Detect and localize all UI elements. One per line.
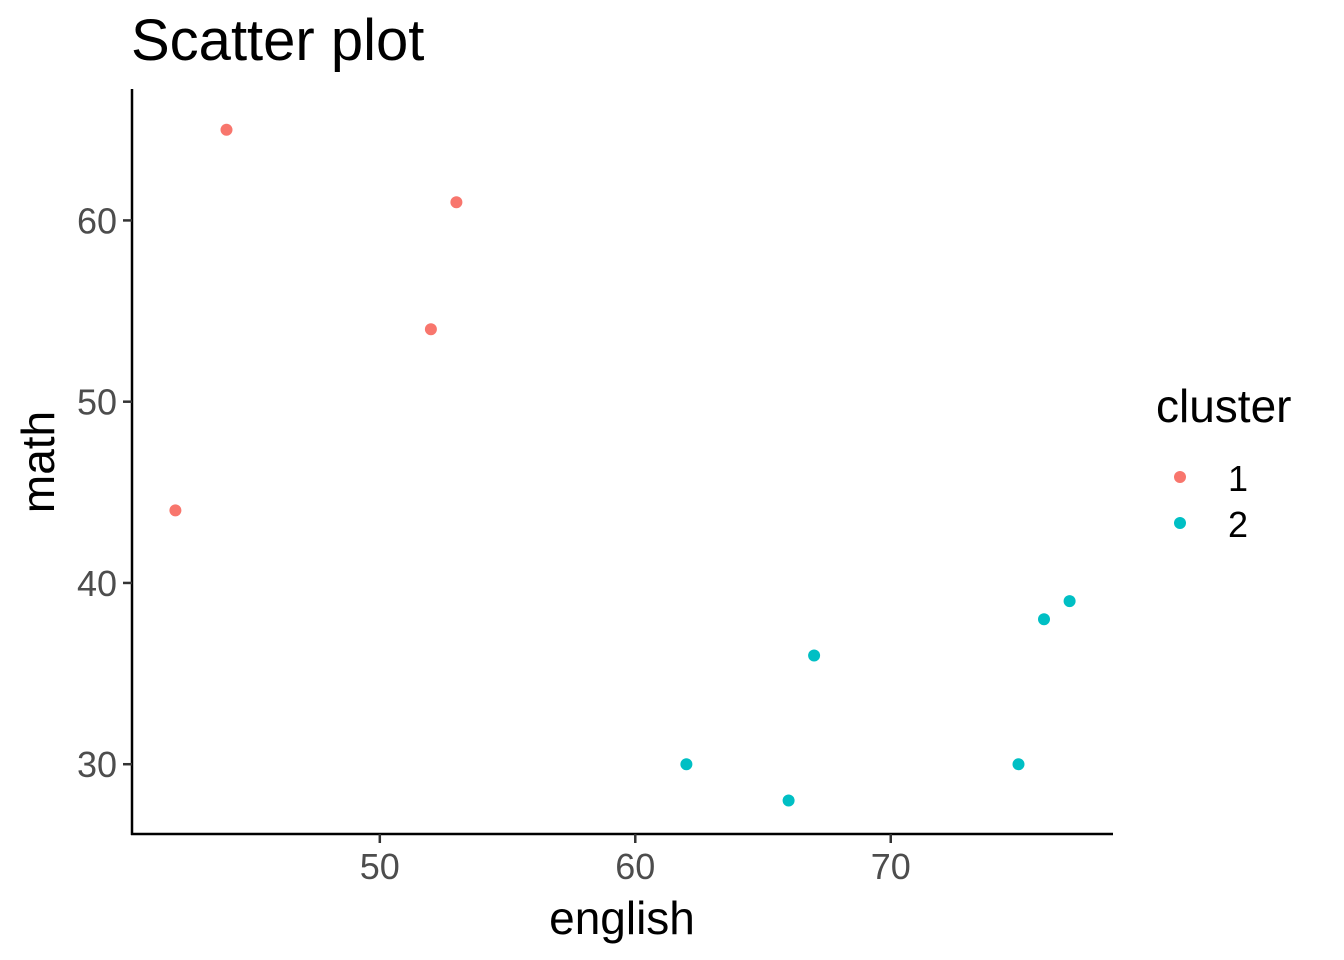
data-point-cluster-1-1 bbox=[220, 123, 233, 136]
legend-key-cluster-1 bbox=[1174, 471, 1186, 483]
plot-panel bbox=[130, 89, 1113, 836]
data-point-cluster-2-2 bbox=[808, 649, 821, 662]
legend-items: 12 bbox=[1174, 458, 1248, 545]
y-axis-title: math bbox=[12, 411, 64, 513]
y-axis-ticks: 30 40 50 60 bbox=[77, 200, 132, 785]
data-point-cluster-1-0 bbox=[169, 504, 182, 517]
data-point-cluster-1-2 bbox=[424, 323, 437, 336]
y-tick-label: 60 bbox=[77, 200, 117, 241]
data-point-cluster-1-3 bbox=[450, 196, 463, 209]
x-tick-label: 70 bbox=[871, 846, 911, 887]
data-point-cluster-2-0 bbox=[680, 758, 693, 771]
points-layer bbox=[169, 123, 1076, 807]
legend-label-cluster-2: 2 bbox=[1228, 504, 1248, 545]
x-axis-ticks: 50 60 70 bbox=[360, 834, 911, 887]
x-tick-label: 60 bbox=[615, 846, 655, 887]
y-tick-label: 50 bbox=[77, 382, 117, 423]
data-point-cluster-2-4 bbox=[1038, 613, 1050, 626]
chart-title: Scatter plot bbox=[131, 8, 424, 73]
x-axis-title: english bbox=[549, 892, 695, 944]
data-point-cluster-2-1 bbox=[782, 794, 795, 807]
legend-title: cluster bbox=[1156, 380, 1291, 432]
legend-key-cluster-2 bbox=[1174, 517, 1186, 529]
y-tick-label: 40 bbox=[77, 563, 117, 604]
legend: cluster 12 bbox=[1156, 380, 1291, 545]
data-point-cluster-2-5 bbox=[1063, 595, 1076, 608]
y-tick-label: 30 bbox=[77, 744, 117, 785]
data-point-cluster-2-3 bbox=[1012, 758, 1025, 771]
x-tick-label: 50 bbox=[360, 846, 400, 887]
legend-label-cluster-1: 1 bbox=[1228, 458, 1248, 499]
